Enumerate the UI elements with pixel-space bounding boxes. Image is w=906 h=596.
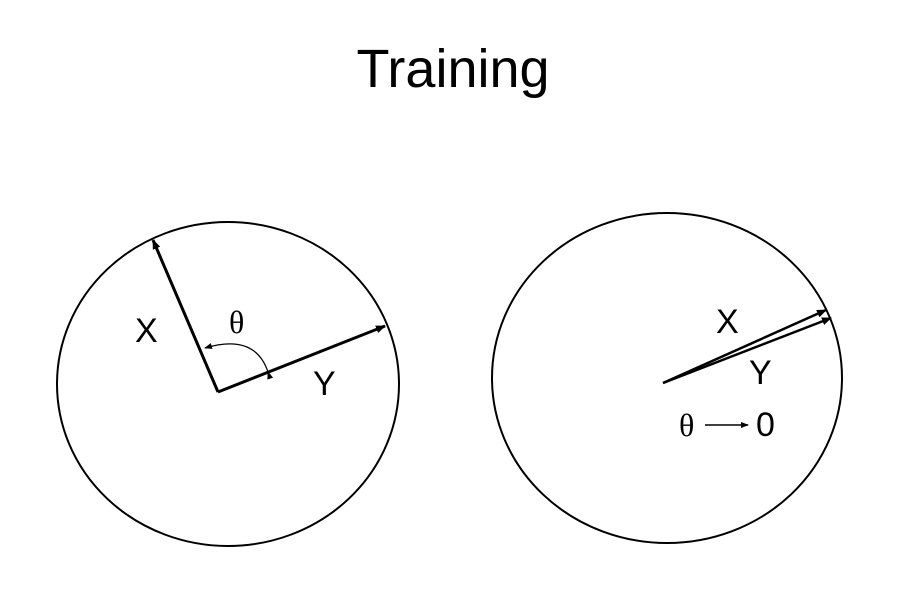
left-vector-x-label: X (135, 312, 158, 350)
left-vector-y (217, 324, 386, 394)
right-limit-value: 0 (756, 406, 775, 444)
right-unit-circle (491, 212, 843, 544)
diagram-title: Training (356, 39, 550, 99)
left-angle-arc (204, 343, 274, 380)
left-unit-circle (56, 221, 400, 547)
right-vector-y-label: Y (749, 354, 772, 392)
left-vector-x (151, 239, 220, 393)
left-vector-y-label: Y (313, 365, 336, 403)
left-panel: X Y θ (56, 221, 400, 547)
right-vector-y (662, 316, 832, 385)
right-vector-x (662, 308, 827, 385)
right-limit-theta: θ (679, 407, 694, 443)
right-panel: X Y θ 0 (491, 212, 843, 544)
left-angle-label: θ (229, 304, 244, 340)
right-vector-x-label: X (716, 303, 739, 341)
